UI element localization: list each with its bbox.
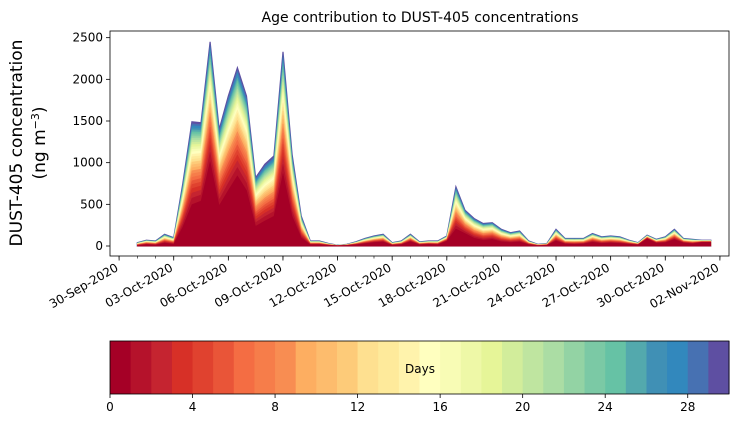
y-tick-label: 0: [95, 239, 103, 253]
plot-frame: [109, 30, 730, 257]
age-areas: [136, 41, 712, 247]
colorbar-swatch: [171, 341, 194, 394]
colorbar-swatch: [481, 341, 503, 394]
colorbar-label: Days: [405, 362, 435, 376]
colorbar-swatch: [398, 341, 421, 394]
colorbar-swatch: [625, 341, 648, 394]
y-tick-label: 500: [80, 197, 103, 211]
colorbar-swatch: [563, 341, 586, 394]
colorbar-swatch: [687, 341, 709, 394]
y-tick-label: 1000: [72, 156, 103, 170]
colorbar-swatch: [233, 341, 256, 394]
colorbar-swatch: [192, 341, 214, 394]
colorbar-swatch: [357, 341, 379, 394]
colorbar-swatch: [295, 341, 317, 394]
colorbar-swatch: [605, 341, 627, 394]
colorbar-swatch: [110, 341, 132, 394]
y-axis-label-unit: (ng m: [30, 129, 50, 179]
colorbar-tick-label: 8: [271, 400, 279, 414]
x-ticks: 30-Sep-202003-Oct-202006-Oct-202009-Oct-…: [47, 256, 721, 311]
colorbar-swatch: [336, 341, 359, 394]
colorbar-tick-label: 24: [598, 400, 613, 414]
colorbar-swatch: [708, 341, 730, 394]
y-axis-label-close: ): [30, 106, 50, 113]
colorbar-tick-label: 12: [350, 400, 365, 414]
colorbar-swatch: [646, 341, 668, 394]
colorbar-tick-label: 28: [680, 400, 695, 414]
colorbar-swatch: [502, 341, 524, 394]
y-tick-label: 1500: [72, 114, 103, 128]
colorbar-swatch: [378, 341, 400, 394]
colorbar-swatch: [440, 341, 462, 394]
colorbar-swatch: [316, 341, 338, 394]
colorbar-swatch: [584, 341, 606, 394]
colorbar-swatch: [130, 341, 152, 394]
colorbar-swatch: [667, 341, 689, 394]
y-axis-label-line2: (ng m−3): [29, 106, 51, 179]
colorbar-swatch: [522, 341, 544, 394]
y-tick-label: 2000: [72, 72, 103, 86]
colorbar-swatch: [151, 341, 173, 394]
colorbar-tick-label: 4: [189, 400, 197, 414]
colorbar-swatch: [543, 341, 565, 394]
colorbar-swatch: [460, 341, 482, 394]
y-ticks: 0 500 1000 1500 2000 2500: [72, 31, 110, 253]
chart-title: Age contribution to DUST-405 concentrati…: [262, 10, 579, 26]
colorbar-ticks: 0 4 8 12 16 20 24 28: [106, 394, 695, 414]
colorbar-tick-label: 20: [515, 400, 530, 414]
colorbar: [110, 341, 730, 394]
age-layer-0: [137, 161, 711, 247]
colorbar-swatch: [213, 341, 235, 394]
y-axis-label: DUST-405 concentration (ng m−3): [7, 40, 50, 247]
y-tick-label: 2500: [72, 31, 103, 45]
colorbar-tick-label: 0: [106, 400, 114, 414]
colorbar-swatch: [254, 341, 276, 394]
colorbar-swatch: [275, 341, 297, 394]
colorbar-frame: [109, 340, 730, 395]
colorbar-tick-label: 16: [432, 400, 447, 414]
colorbar-swatch: [419, 341, 441, 394]
y-axis-label-exponent: −3: [29, 113, 42, 129]
y-axis-label-line1: DUST-405 concentration: [7, 40, 27, 247]
